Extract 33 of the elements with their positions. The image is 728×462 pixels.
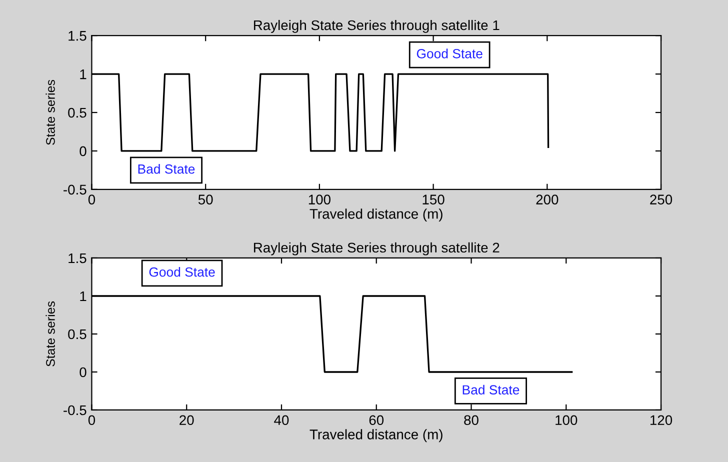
x-tick-label: 0	[88, 194, 96, 204]
annotation: Bad State	[462, 384, 520, 395]
x-tick-label: 200	[536, 194, 558, 204]
x-axis-title: Traveled distance (m)	[310, 429, 442, 442]
x-tick-label: 150	[422, 194, 444, 204]
y-axis-title: State series	[46, 80, 55, 145]
x-tick-label: 60	[369, 415, 384, 426]
x-tick-label: 100	[308, 194, 330, 204]
x-tick-label: 120	[650, 415, 672, 426]
x-tick-label: 80	[464, 415, 478, 426]
annotation: Good State	[416, 48, 482, 58]
y-tick-label: 0	[80, 146, 86, 156]
annotation: Bad State	[138, 164, 195, 174]
y-tick-label: -0.5	[64, 184, 86, 195]
y-tick-label: 0.5	[68, 108, 86, 118]
y-tick-label: 0.5	[68, 329, 86, 340]
y-tick-label: 1.5	[68, 31, 86, 41]
y-tick-label: -0.5	[64, 405, 86, 416]
x-axis-title: Traveled distance (m)	[310, 208, 442, 222]
y-axis-title: State series	[46, 301, 55, 366]
y-tick-label: 1	[80, 70, 86, 80]
x-tick-label: 50	[198, 194, 213, 204]
y-tick-label: 1	[80, 291, 86, 302]
y-tick-label: 1.5	[68, 253, 86, 264]
chart-title: Rayleigh State Series through satellite 1	[254, 20, 500, 33]
x-tick-label: 0	[88, 415, 96, 426]
x-tick-label: 20	[180, 415, 194, 426]
annotation: Good State	[149, 267, 215, 277]
x-tick-label: 40	[274, 415, 289, 426]
chart-title: Rayleigh State Series through satellite 2	[254, 242, 500, 256]
x-tick-label: 100	[556, 415, 578, 426]
y-tick-label: 0	[80, 367, 86, 378]
x-tick-label: 250	[650, 194, 672, 204]
